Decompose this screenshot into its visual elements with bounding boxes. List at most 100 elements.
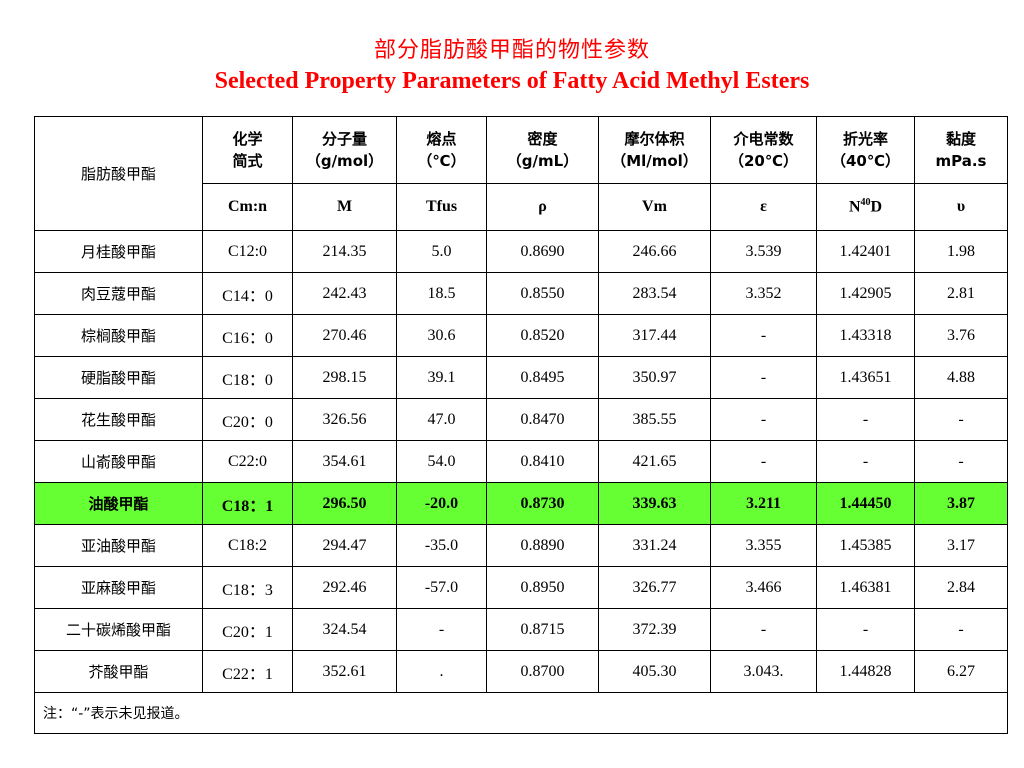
table-cell: 294.47 [292, 524, 397, 567]
table-row: 二十碳烯酸甲酯 C20：1 324.54-0.8715 372.39- - - [34, 608, 1008, 651]
table-cell: - [816, 440, 915, 483]
ester-name-cell: 花生酸甲酯 [34, 398, 203, 441]
table-row: 山嵛酸甲酯 C22:0 354.61 54.0 0.8410 421.65- - - [34, 440, 1008, 483]
table-cell: 331.24 [598, 524, 711, 567]
ester-name-cell: 棕榈酸甲酯 [34, 314, 203, 357]
table-cell: 0.8495 [486, 356, 599, 399]
column-header-name: 熔点 [426, 130, 457, 148]
column-header-name: 黏度 [945, 130, 976, 148]
table-cell: C14：0 [202, 272, 293, 315]
symbol-main: N [848, 198, 861, 216]
table-cell: C20：1 [202, 608, 293, 651]
table-row: 花生酸甲酯 C20：0 326.56 47.0 0.8470 385.55- - - [34, 398, 1008, 441]
table-cell: 296.50 [292, 482, 397, 525]
table-cell: 3.76 [914, 314, 1008, 357]
corner-header: 脂肪酸甲酯 [34, 116, 203, 231]
table-cell: 283.54 [598, 272, 711, 315]
ester-name-cell: 亚麻酸甲酯 [34, 566, 203, 609]
table-cell: C18:2 [202, 524, 293, 567]
table-cell: - [914, 608, 1008, 651]
table-row: 月桂酸甲酯 C12:0 214.35 5.0 0.8690 246.66 3.539 1.42… [34, 230, 1008, 273]
column-header-unit: （g/mL） [506, 152, 579, 170]
column-header-0: 化学 简式 [202, 116, 293, 184]
ester-name-cell: 山嵛酸甲酯 [34, 440, 203, 483]
column-symbol-7: υ [914, 183, 1008, 231]
table-cell: 2.84 [914, 566, 1008, 609]
table-cell: 372.39 [598, 608, 711, 651]
column-header-unit: （40℃） [830, 152, 901, 170]
title-english: Selected Property Parameters of Fatty Ac… [214, 68, 810, 94]
table-cell: 1.45385 [816, 524, 915, 567]
table-cell: . [396, 650, 487, 693]
table-cell: 0.8410 [486, 440, 599, 483]
table-cell: 2.81 [914, 272, 1008, 315]
table-cell: 3.043. [710, 650, 817, 693]
table-cell: 0.8890 [486, 524, 599, 567]
table-cell: 3.352 [710, 272, 817, 315]
table-cell: 0.8715 [486, 608, 599, 651]
table-cell: 54.0 [396, 440, 487, 483]
table-cell: - [816, 608, 915, 651]
symbol-tail: D [870, 198, 883, 216]
table-row: 棕榈酸甲酯 C16：0 270.46 30.6 0.8520 317.44-1.43318… [34, 314, 1008, 357]
table-cell: 1.42401 [816, 230, 915, 273]
note-row: 注：“-”表示未见报道。 [34, 692, 1008, 734]
column-symbol-1: M [292, 183, 397, 231]
column-header-7: 黏度 mPa.s [914, 116, 1008, 184]
column-header-1: 分子量 （g/mol） [292, 116, 397, 184]
table-cell: 3.211 [710, 482, 817, 525]
column-header-name: 密度 [527, 130, 558, 148]
table-cell: 3.539 [710, 230, 817, 273]
table-cell: 3.466 [710, 566, 817, 609]
table-cell: 1.98 [914, 230, 1008, 273]
table-cell: C22:0 [202, 440, 293, 483]
table-cell: 3.87 [914, 482, 1008, 525]
table-cell: - [710, 314, 817, 357]
table-cell: 0.8470 [486, 398, 599, 441]
table-cell: - [710, 356, 817, 399]
table-row: 油酸甲酯 C18：1 296.50 -20.0 0.8730 339.63 3.211 1.4… [34, 482, 1008, 525]
column-header-name: 摩尔体积 [624, 130, 685, 148]
table-cell: C12:0 [202, 230, 293, 273]
table-cell: - [396, 608, 487, 651]
table-cell: C20：0 [202, 398, 293, 441]
column-header-5: 介电常数 （20℃） [710, 116, 817, 184]
table-cell: 0.8730 [486, 482, 599, 525]
column-symbol-4: Vm [598, 183, 711, 231]
column-header-3: 密度 （g/mL） [486, 116, 599, 184]
column-header-unit: （℃） [417, 152, 466, 170]
table-cell: 350.97 [598, 356, 711, 399]
table-cell: 0.8520 [486, 314, 599, 357]
table-cell: 0.8550 [486, 272, 599, 315]
table-cell: - [914, 440, 1008, 483]
table-cell: 214.35 [292, 230, 397, 273]
table-cell: 1.43318 [816, 314, 915, 357]
table-cell: C18：0 [202, 356, 293, 399]
table-cell: 6.27 [914, 650, 1008, 693]
table-cell: 317.44 [598, 314, 711, 357]
column-header-unit: mPa.s [935, 152, 987, 170]
title-chinese: 部分脂肪酸甲酯的物性参数 [373, 38, 650, 63]
table-cell: 1.42905 [816, 272, 915, 315]
table-cell: 352.61 [292, 650, 397, 693]
table-cell: - [710, 398, 817, 441]
table-cell: C16：0 [202, 314, 293, 357]
slide-title: 部分脂肪酸甲酯的物性参数 Selected Property Parameter… [0, 36, 1024, 96]
table-cell: 326.56 [292, 398, 397, 441]
ester-name-cell: 芥酸甲酯 [34, 650, 203, 693]
table-cell: 421.65 [598, 440, 711, 483]
table-cell: 242.43 [292, 272, 397, 315]
table-cell: 5.0 [396, 230, 487, 273]
table-cell: 1.44450 [816, 482, 915, 525]
table-row: 芥酸甲酯 C22：1 352.61. 0.8700 405.30 3.043. 1.4482… [34, 650, 1008, 693]
table-cell: - [710, 440, 817, 483]
table-cell: -20.0 [396, 482, 487, 525]
table-cell: 1.43651 [816, 356, 915, 399]
table-cell: 339.63 [598, 482, 711, 525]
table-cell: 324.54 [292, 608, 397, 651]
table-cell: 47.0 [396, 398, 487, 441]
column-header-4: 摩尔体积 （Ml/mol） [598, 116, 711, 184]
table-row: 亚麻酸甲酯 C18：3 292.46 -57.0 0.8950 326.77 3.466 1.… [34, 566, 1008, 609]
ester-name-cell: 油酸甲酯 [34, 482, 203, 525]
table-cell: - [914, 398, 1008, 441]
